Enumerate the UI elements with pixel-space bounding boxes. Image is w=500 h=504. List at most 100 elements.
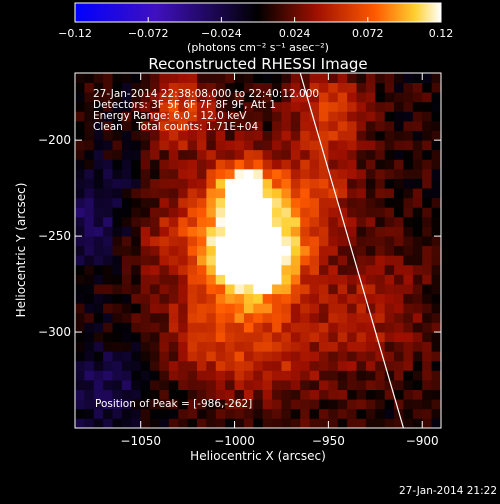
heatmap-cell (197, 226, 207, 237)
heatmap-cell (168, 351, 179, 362)
heatmap-cell (262, 360, 273, 371)
heatmap-cell (112, 130, 123, 141)
heatmap-cell (281, 274, 292, 285)
heatmap-cell (84, 140, 95, 151)
heatmap-cell (384, 380, 395, 391)
heatmap-cell (225, 312, 235, 323)
heatmap-cell (93, 82, 104, 93)
heatmap-cell (384, 140, 395, 151)
heatmap-cell (103, 197, 113, 208)
heatmap-cell (253, 264, 264, 275)
heatmap-cell (112, 351, 123, 362)
heatmap-cell (253, 216, 264, 227)
heatmap-cell (253, 380, 264, 391)
heatmap-cell (131, 360, 142, 371)
colorbar-tick-label: −0.12 (58, 27, 92, 40)
heatmap-cell (150, 216, 160, 227)
heatmap-cell (131, 226, 142, 237)
heatmap-cell (375, 274, 386, 285)
heatmap-cell (150, 418, 160, 428)
heatmap-cell (384, 332, 395, 343)
heatmap-cell (347, 82, 357, 93)
heatmap-cell (384, 236, 395, 247)
heatmap-cell (309, 255, 320, 266)
heatmap-cell (112, 284, 123, 295)
heatmap-cell (93, 360, 104, 371)
heatmap-cell (206, 303, 217, 314)
heatmap-cell (403, 341, 414, 352)
heatmap-cell (347, 92, 357, 103)
heatmap-cell (375, 370, 386, 381)
heatmap-cell (347, 274, 357, 285)
heatmap-cell (375, 226, 386, 237)
x-tick-label: −1050 (120, 434, 161, 448)
heatmap-cell (375, 188, 386, 199)
heatmap-cell (121, 408, 132, 419)
heatmap-cell (347, 332, 357, 343)
heatmap-cell (103, 226, 113, 237)
heatmap-cell (121, 293, 132, 304)
heatmap-cell (243, 341, 254, 352)
heatmap-cell (328, 360, 339, 371)
heatmap-cell (403, 274, 414, 285)
heatmap-cell (243, 408, 254, 419)
heatmap-cell (187, 399, 198, 410)
heatmap-cell (187, 332, 198, 343)
heatmap-cell (150, 207, 160, 218)
heatmap-cell (178, 140, 189, 151)
heatmap-cell (403, 168, 414, 179)
heatmap-cell (234, 408, 245, 419)
heatmap-cell (422, 188, 433, 199)
heatmap-cell (103, 293, 113, 304)
heatmap-cell (206, 245, 217, 256)
heatmap-cell (150, 341, 160, 352)
heatmap-cell (225, 236, 235, 247)
heatmap-cell (337, 188, 348, 199)
heatmap-cell (403, 82, 414, 93)
heatmap-cell (300, 92, 311, 103)
heatmap-cell (422, 197, 433, 208)
heatmap-cell (431, 360, 441, 371)
heatmap-cell (281, 111, 292, 122)
heatmap-cell (225, 111, 235, 122)
heatmap-cell (121, 370, 132, 381)
heatmap-cell (328, 351, 339, 362)
heatmap-cell (262, 111, 273, 122)
heatmap-cell (150, 399, 160, 410)
heatmap-cell (394, 73, 404, 83)
heatmap-cell (309, 322, 320, 333)
heatmap-cell (328, 293, 339, 304)
heatmap-cell (384, 120, 395, 131)
heatmap-cell (121, 216, 132, 227)
heatmap-cell (403, 284, 414, 295)
heatmap-cell (356, 82, 367, 93)
heatmap-cell (253, 149, 264, 160)
heatmap-cell (328, 216, 339, 227)
heatmap-cell (290, 370, 301, 381)
heatmap-cell (131, 178, 142, 189)
heatmap-cell (140, 274, 151, 285)
heatmap-cell (187, 408, 198, 419)
heatmap-cell (365, 418, 376, 428)
heatmap-cell (403, 149, 414, 160)
heatmap-cell (403, 312, 414, 323)
heatmap-cell (394, 111, 404, 122)
heatmap-cell (253, 245, 264, 256)
heatmap-cell (187, 82, 198, 93)
heatmap-cell (394, 322, 404, 333)
heatmap-cell (215, 188, 226, 199)
heatmap-cell (262, 178, 273, 189)
heatmap-cell (290, 284, 301, 295)
heatmap-cell (215, 130, 226, 141)
heatmap-cell (431, 159, 441, 170)
heatmap-cell (253, 226, 264, 237)
heatmap-cell (328, 284, 339, 295)
heatmap-cell (178, 178, 189, 189)
heatmap-cell (225, 351, 235, 362)
heatmap-cell (93, 389, 104, 400)
heatmap-cell (140, 380, 151, 391)
heatmap-cell (243, 236, 254, 247)
heatmap-cell (337, 178, 348, 189)
heatmap-cell (403, 303, 414, 314)
heatmap-cell (131, 312, 142, 323)
